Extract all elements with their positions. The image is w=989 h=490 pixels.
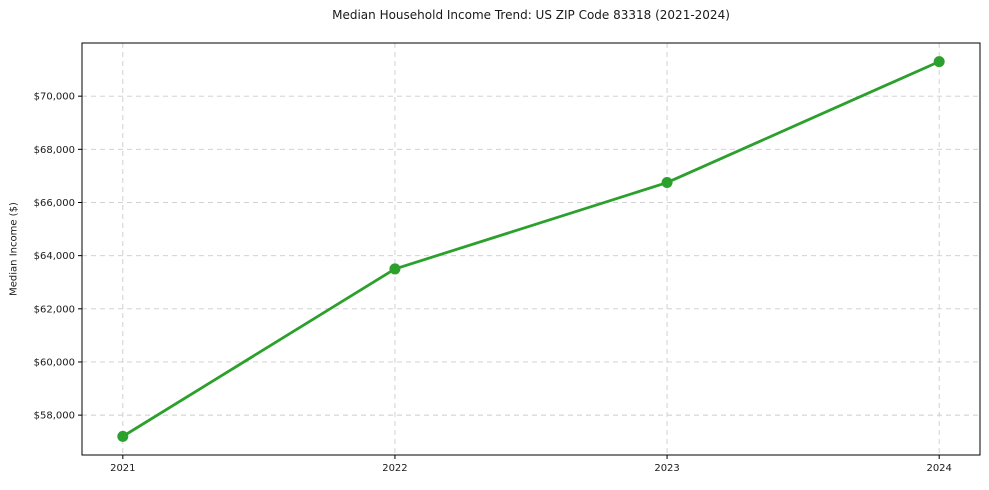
x-tick-label: 2022 xyxy=(382,463,407,474)
y-tick-label: $70,000 xyxy=(34,92,75,103)
data-point xyxy=(933,56,945,68)
y-tick-label: $60,000 xyxy=(34,357,75,368)
y-tick-label: $68,000 xyxy=(34,145,75,156)
y-tick-label: $66,000 xyxy=(34,198,75,209)
data-point xyxy=(389,263,401,275)
data-point xyxy=(661,177,673,189)
trend-line xyxy=(121,60,941,438)
x-tick-label: 2023 xyxy=(654,463,679,474)
x-tick-label: 2024 xyxy=(926,463,951,474)
chart-title: Median Household Income Trend: US ZIP Co… xyxy=(332,8,730,22)
axes-frame xyxy=(81,42,981,456)
x-tick-label: 2021 xyxy=(110,463,135,474)
y-tick-label: $64,000 xyxy=(34,251,75,262)
data-point xyxy=(117,430,129,442)
y-tick-label: $62,000 xyxy=(34,304,75,315)
y-tick-label: $58,000 xyxy=(34,411,75,422)
